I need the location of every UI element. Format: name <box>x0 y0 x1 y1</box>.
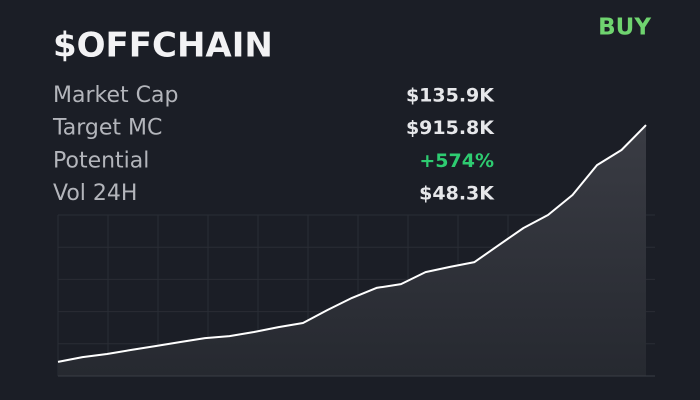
sparkline-chart <box>57 124 655 377</box>
stat-value: $135.9K <box>406 85 495 107</box>
stat-value: +574% <box>419 150 494 172</box>
stat-label: Market Cap <box>53 83 178 108</box>
stat-label: Potential <box>53 148 149 173</box>
stats: Market Cap $135.9K Target MC $915.8K Potenti… <box>52 83 495 206</box>
stat-label: Vol 24H <box>53 181 137 206</box>
stat-value: $915.8K <box>406 117 495 139</box>
token-title: $OFFCHAIN <box>53 26 273 66</box>
price-line <box>57 124 647 363</box>
area <box>58 125 646 376</box>
stat-label: Target MC <box>52 116 162 141</box>
stat-value: $48.3K <box>419 183 495 205</box>
buy-button[interactable]: BUY <box>598 15 651 41</box>
